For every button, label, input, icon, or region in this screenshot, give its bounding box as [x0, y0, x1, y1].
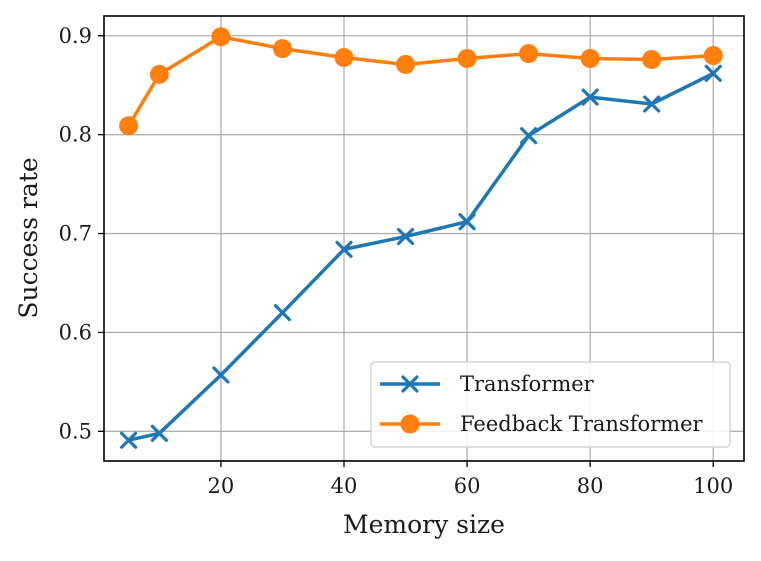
- data-point: [703, 46, 723, 66]
- data-point: [396, 227, 415, 246]
- legend-marker: [401, 375, 419, 393]
- x-tick-label: 100: [693, 474, 733, 498]
- x-tick-label: 60: [454, 474, 481, 498]
- data-point: [643, 95, 661, 113]
- x-tick-label: 80: [577, 474, 604, 498]
- x-tick-label: 40: [331, 474, 358, 498]
- data-point: [120, 431, 138, 449]
- data-point: [273, 304, 292, 322]
- data-point: [119, 116, 139, 136]
- y-tick-label: 0.7: [59, 222, 92, 246]
- legend-label: Feedback Transformer: [460, 412, 704, 436]
- data-point: [149, 64, 169, 84]
- x-tick-label: 20: [208, 474, 235, 498]
- data-point: [581, 88, 599, 106]
- legend-entry: Transformer: [380, 372, 595, 396]
- legend-label: Transformer: [460, 372, 595, 396]
- data-point: [335, 240, 353, 258]
- data-point: [520, 127, 538, 145]
- legend-marker: [400, 414, 420, 434]
- axis-ticks: 20 40 60 80 100 0.5 0.6 0.7 0.8 0.9: [59, 24, 734, 498]
- data-point: [580, 49, 600, 69]
- y-tick-label: 0.5: [59, 419, 92, 443]
- y-tick-label: 0.8: [59, 123, 92, 147]
- data-point: [396, 54, 416, 74]
- data-point: [519, 44, 539, 64]
- data-point: [334, 48, 354, 68]
- y-tick-label: 0.9: [59, 24, 92, 48]
- series-layer: [119, 27, 723, 449]
- data-point: [642, 50, 662, 70]
- data-point: [272, 39, 292, 59]
- series-0: [120, 64, 722, 449]
- data-point: [150, 424, 168, 442]
- x-axis-label: Memory size: [343, 510, 505, 539]
- y-axis-label: Success rate: [14, 157, 43, 318]
- series-line: [127, 35, 714, 127]
- y-tick-label: 0.6: [59, 320, 92, 344]
- plot-frame: [103, 15, 745, 462]
- data-point: [704, 64, 722, 82]
- series-1: [119, 27, 723, 136]
- data-point: [212, 366, 230, 384]
- legend: Transformer Feedback Transformer: [370, 361, 731, 448]
- legend-box: [370, 361, 731, 448]
- legend-entry: Feedback Transformer: [380, 412, 704, 436]
- data-point: [457, 49, 477, 69]
- data-point: [458, 213, 476, 231]
- data-point: [211, 27, 231, 47]
